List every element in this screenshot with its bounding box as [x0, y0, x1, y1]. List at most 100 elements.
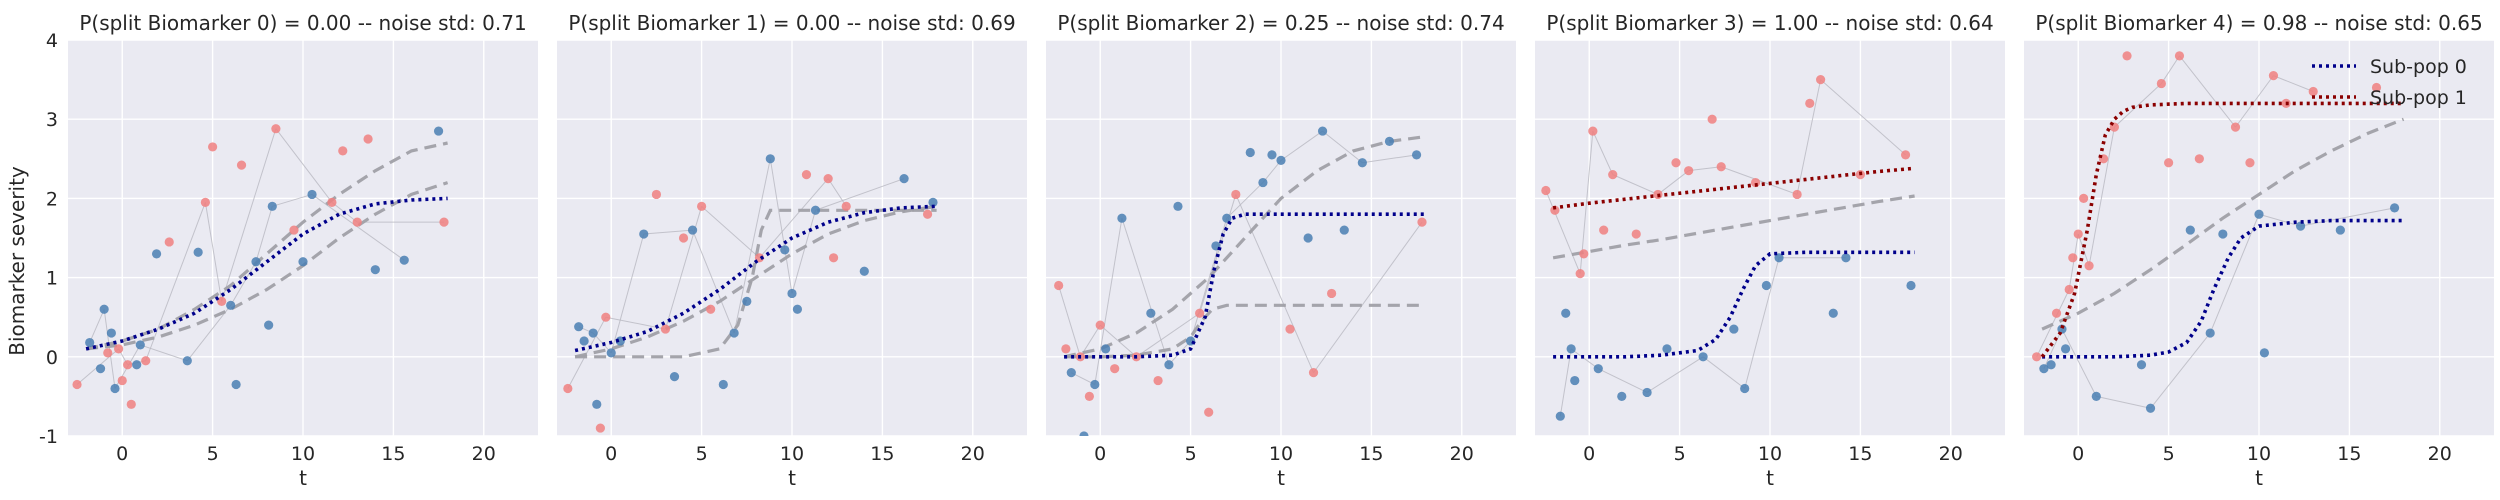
data-point [95, 364, 106, 374]
data-point [1267, 150, 1277, 160]
x-tick-label: 0 [2072, 443, 2084, 465]
trajectory-line [827, 178, 847, 207]
data-point [1101, 344, 1111, 354]
data-point [1550, 205, 1560, 215]
subplot-title: P(split Biomarker 2) = 0.25 -- noise std… [1057, 11, 1504, 35]
data-point [85, 337, 95, 348]
x-axis-label: t [788, 466, 796, 490]
x-tick-label: 20 [2428, 443, 2452, 465]
trajectory-line [701, 205, 760, 259]
data-point [697, 201, 707, 211]
data-point [2051, 308, 2062, 318]
data-point [899, 174, 909, 184]
data-point [1617, 391, 1627, 401]
trajectory-line [1688, 166, 1722, 172]
data-point [754, 253, 765, 263]
data-point [231, 379, 241, 390]
data-point [1110, 364, 1120, 374]
subpop-curve-0 [574, 204, 937, 353]
data-point [1327, 288, 1337, 299]
data-point [2335, 225, 2345, 235]
data-point [780, 245, 790, 255]
data-point [718, 379, 728, 390]
data-point [2230, 122, 2241, 132]
data-point [289, 225, 299, 235]
x-tick-label: 20 [472, 443, 496, 465]
data-point [1716, 162, 1726, 172]
data-point [99, 304, 109, 314]
x-tick-label: 0 [1094, 443, 1106, 465]
trajectory-line [1559, 348, 1572, 417]
trajectory-line [2088, 127, 2115, 266]
data-point [1698, 352, 1708, 362]
data-point [1662, 344, 1672, 354]
data-point [1164, 360, 1174, 370]
trajectory-line [1199, 194, 1237, 314]
subpop-curve-0 [1064, 212, 1426, 359]
data-point [1684, 166, 1694, 176]
data-point [1588, 126, 1598, 136]
y-tick-label: 4 [46, 30, 58, 52]
data-point [327, 197, 337, 207]
data-point [792, 304, 803, 314]
data-point [1575, 269, 1585, 279]
trajectory-line [815, 178, 905, 211]
data-point [2389, 203, 2400, 213]
mean-curve-0 [1552, 194, 1915, 260]
data-point [135, 340, 145, 350]
data-point [103, 348, 113, 358]
data-point [563, 383, 573, 394]
data-point [841, 201, 851, 211]
trajectory-line [2061, 328, 2097, 397]
plot-content [2032, 51, 2405, 413]
data-point [1900, 150, 1911, 160]
data-point [1579, 249, 1589, 259]
data-point [588, 328, 598, 338]
x-tick-label: 0 [116, 443, 128, 465]
data-point [1816, 75, 1826, 85]
data-point [595, 423, 605, 433]
data-point [132, 360, 142, 370]
data-point [2259, 348, 2270, 358]
data-point [1761, 280, 1771, 291]
data-point [2084, 261, 2094, 271]
data-point [729, 328, 739, 338]
data-point [399, 255, 409, 265]
x-tick-label: 10 [780, 443, 804, 465]
data-point [1671, 158, 1681, 168]
trajectory-line [1280, 130, 1323, 161]
data-point [2064, 284, 2074, 295]
data-point [2091, 391, 2101, 401]
data-point [1222, 213, 1232, 223]
trajectory-line [2160, 55, 2180, 84]
trajectory-line [2043, 328, 2063, 369]
trajectory-line [204, 202, 223, 302]
data-point [1631, 229, 1641, 239]
data-point [787, 288, 797, 299]
data-point [106, 328, 116, 338]
subpop-curve-0 [1553, 250, 1915, 359]
data-point [678, 233, 689, 243]
trajectory-line [255, 206, 273, 262]
data-point [1750, 177, 1761, 188]
data-point [151, 249, 162, 259]
trajectory-line [1262, 160, 1282, 183]
trajectory-line [1322, 130, 1363, 164]
trajectory-line [567, 316, 607, 389]
data-point [1308, 368, 1319, 378]
trajectory-line [2300, 207, 2395, 227]
data-point [574, 322, 584, 332]
data-point [1339, 225, 1349, 235]
trajectory-line [1058, 285, 1081, 357]
data-point [1906, 280, 1916, 291]
data-point [2060, 344, 2071, 354]
data-point [370, 265, 380, 275]
data-point [123, 360, 133, 370]
data-point [1357, 158, 1367, 168]
data-point [765, 154, 775, 164]
subplot-3: P(split Biomarker 3) = 1.00 -- noise std… [1535, 11, 2005, 490]
data-point [2046, 360, 2056, 370]
x-axis-label: t [1277, 466, 1285, 490]
x-tick-label: 5 [696, 443, 708, 465]
data-point [217, 296, 227, 306]
